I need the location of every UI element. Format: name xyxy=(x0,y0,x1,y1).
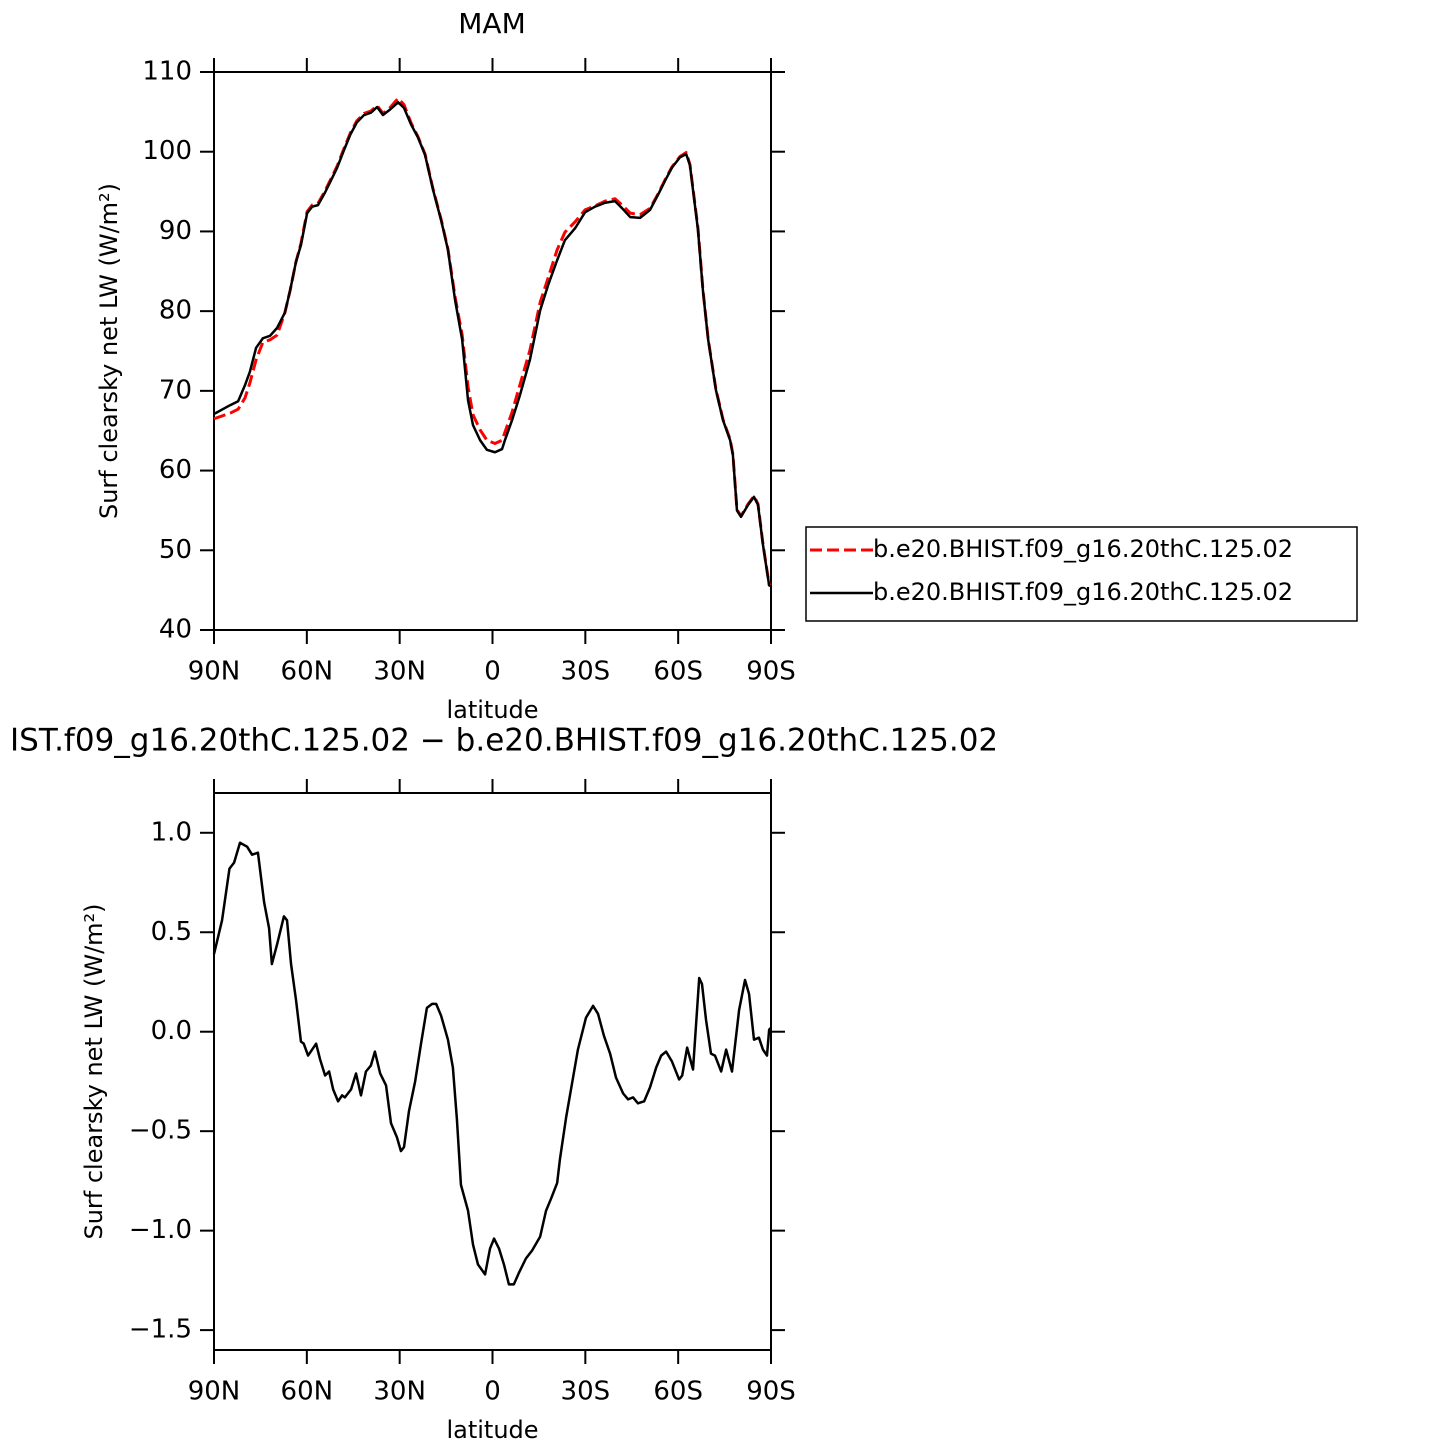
y-tick-label: −0.5 xyxy=(129,1116,192,1146)
x-tick-label: 90S xyxy=(746,1377,796,1407)
y-tick-label: 70 xyxy=(159,375,192,405)
x-tick-label: 90S xyxy=(746,657,796,687)
chart-title: MAM xyxy=(458,7,525,40)
line-series xyxy=(213,96,772,587)
legend-box xyxy=(805,526,1358,622)
x-tick-label: 60S xyxy=(653,1377,703,1407)
chart-title: IST.f09_g16.20thC.125.02 − b.e20.BHIST.f… xyxy=(10,723,998,759)
x-tick-label: 60N xyxy=(281,657,334,687)
x-tick-label: 90N xyxy=(188,657,241,687)
x-tick-label: 30S xyxy=(561,657,611,687)
x-tick-label: 90N xyxy=(188,1377,241,1407)
line-series xyxy=(212,841,772,1286)
x-axis-label: latitude xyxy=(446,1416,538,1444)
plot-frame xyxy=(213,792,772,1351)
y-tick-label: 40 xyxy=(159,615,192,645)
x-tick-label: 30N xyxy=(373,657,426,687)
x-tick-label: 0 xyxy=(484,657,501,687)
y-tick-label: −1.5 xyxy=(129,1315,192,1345)
x-tick-label: 60N xyxy=(281,1377,334,1407)
x-tick-label: 0 xyxy=(484,1377,501,1407)
y-tick-label: 110 xyxy=(142,57,192,87)
line-series xyxy=(213,101,772,588)
y-tick-label: 100 xyxy=(142,136,192,166)
y-axis-label: Surf clearsky net LW (W/m²) xyxy=(80,903,108,1239)
y-tick-label: 50 xyxy=(159,535,192,565)
x-tick-label: 30S xyxy=(561,1377,611,1407)
y-axis-label: Surf clearsky net LW (W/m²) xyxy=(95,183,123,519)
legend-label: b.e20.BHIST.f09_g16.20thC.125.02 xyxy=(873,535,1293,563)
legend-label: b.e20.BHIST.f09_g16.20thC.125.02 xyxy=(873,578,1293,606)
y-tick-label: −1.0 xyxy=(129,1215,192,1245)
y-tick-label: 0.5 xyxy=(151,917,192,947)
y-tick-label: 90 xyxy=(159,216,192,246)
x-tick-label: 30N xyxy=(373,1377,426,1407)
y-tick-label: 80 xyxy=(159,296,192,326)
y-tick-label: 1.0 xyxy=(151,817,192,847)
y-tick-label: 60 xyxy=(159,455,192,485)
x-tick-label: 60S xyxy=(653,657,703,687)
y-tick-label: 0.0 xyxy=(151,1016,192,1046)
x-axis-label: latitude xyxy=(446,696,538,724)
